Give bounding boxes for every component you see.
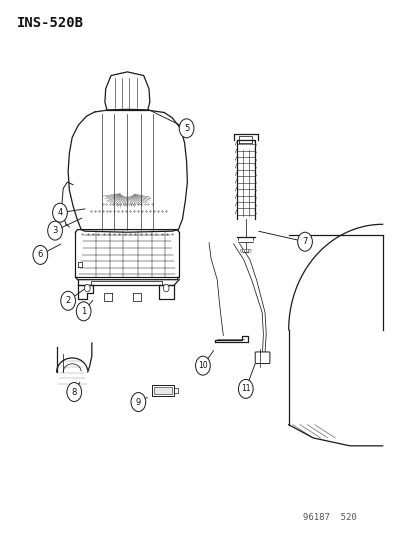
Circle shape bbox=[246, 249, 249, 252]
Circle shape bbox=[61, 292, 75, 310]
Circle shape bbox=[52, 203, 67, 222]
FancyBboxPatch shape bbox=[154, 387, 172, 394]
Circle shape bbox=[195, 356, 210, 375]
Text: INS-520B: INS-520B bbox=[17, 16, 84, 30]
Circle shape bbox=[248, 249, 251, 252]
Text: 4: 4 bbox=[57, 208, 62, 217]
Text: 11: 11 bbox=[240, 384, 250, 393]
FancyBboxPatch shape bbox=[152, 385, 174, 396]
Circle shape bbox=[84, 285, 90, 292]
Circle shape bbox=[163, 285, 169, 292]
Text: 2: 2 bbox=[65, 296, 71, 305]
Text: 6: 6 bbox=[38, 251, 43, 260]
Text: 5: 5 bbox=[183, 124, 189, 133]
FancyBboxPatch shape bbox=[254, 352, 269, 364]
Circle shape bbox=[33, 245, 47, 264]
Circle shape bbox=[242, 249, 244, 252]
Text: 9: 9 bbox=[135, 398, 141, 407]
Text: 3: 3 bbox=[52, 226, 57, 235]
Circle shape bbox=[244, 249, 247, 252]
Text: 8: 8 bbox=[71, 387, 77, 397]
Circle shape bbox=[179, 119, 193, 138]
Circle shape bbox=[47, 221, 62, 240]
Text: 1: 1 bbox=[81, 307, 86, 316]
Text: 7: 7 bbox=[301, 237, 307, 246]
Circle shape bbox=[297, 232, 312, 251]
Circle shape bbox=[67, 383, 81, 401]
Circle shape bbox=[238, 379, 252, 398]
Text: 96187  520: 96187 520 bbox=[302, 513, 356, 522]
Circle shape bbox=[240, 249, 242, 252]
Circle shape bbox=[131, 393, 145, 411]
Circle shape bbox=[76, 302, 91, 321]
Text: 10: 10 bbox=[198, 361, 207, 370]
